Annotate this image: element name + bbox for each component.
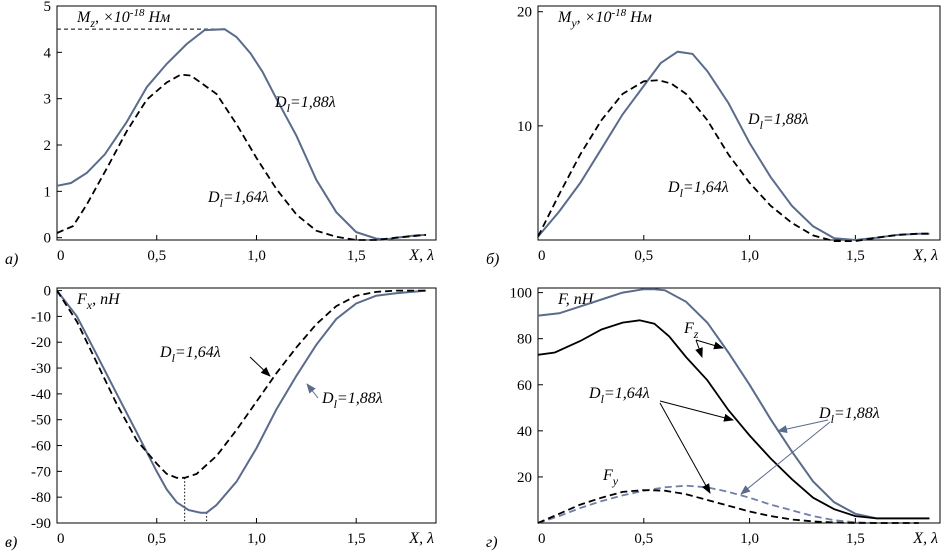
x-tick-label: 1,5 xyxy=(846,248,865,264)
annotation-arrow xyxy=(659,400,734,422)
y-tick-label: 20 xyxy=(517,470,532,486)
x-tick-label: 1,5 xyxy=(347,531,366,547)
annotation: Dl=1,64λ xyxy=(207,189,269,210)
panel-label: а) xyxy=(5,251,18,268)
series-line xyxy=(56,28,427,241)
panel-a: 0 0,5 1,0 1,5 0 1 2 3 4 5 X, λ а) Mz, ×10-18 Нм xyxy=(5,0,437,268)
x-tick-label: 0,5 xyxy=(634,248,653,264)
y-tick-label: 0 xyxy=(44,284,52,300)
plot-frame xyxy=(537,5,941,241)
y-axis-label: F, nH xyxy=(557,291,595,308)
y-tick-label: 4 xyxy=(44,45,52,61)
series-line xyxy=(537,484,919,524)
annotation: Dl=1,88λ xyxy=(321,390,383,411)
x-tick-label: 0,5 xyxy=(147,531,166,547)
y-tick-label: 10 xyxy=(517,119,532,135)
y-tick-label: -60 xyxy=(31,439,51,455)
annotation: Dl=1,88λ xyxy=(818,405,880,426)
x-tick-label: 1,5 xyxy=(846,531,865,547)
y-tick-label: 3 xyxy=(44,92,52,108)
x-tick-label: 1,0 xyxy=(247,531,266,547)
annotation-arrow xyxy=(695,339,703,358)
y-tick-label: 60 xyxy=(517,378,532,394)
x-axis-label: X, λ xyxy=(912,247,938,264)
y-tick-label: 100 xyxy=(510,286,533,302)
x-tick-label: 0 xyxy=(538,531,546,547)
x-tick-label: 1,5 xyxy=(347,248,366,264)
annotation: Dl=1,64λ xyxy=(159,344,221,365)
panel-label: в) xyxy=(5,534,17,551)
annotation: Dl=1,64λ xyxy=(588,385,650,406)
y-tick-label: -20 xyxy=(31,335,51,351)
y-tick-label: -40 xyxy=(31,387,51,403)
y-tick-label: -10 xyxy=(31,309,51,325)
x-tick-label: 1,0 xyxy=(740,531,759,547)
plot-frame xyxy=(56,5,437,241)
x-tick-label: 0,5 xyxy=(147,248,166,264)
annotation-arrow xyxy=(249,356,271,377)
y-tick-label: -80 xyxy=(31,490,51,506)
annotation: Dl=1,64λ xyxy=(667,179,729,200)
y-tick-label: 5 xyxy=(44,0,52,15)
x-tick-label: 0 xyxy=(57,248,65,264)
panel-d: 0 0,5 1,0 1,5 20 40 60 80 100 X, λ г) F, nH xyxy=(486,286,941,551)
x-axis-label: X, λ xyxy=(408,530,434,547)
panel-label: б) xyxy=(486,251,499,268)
y-tick-label: 40 xyxy=(517,424,532,440)
y-tick-label: -90 xyxy=(31,516,51,532)
x-tick-label: 0 xyxy=(57,531,65,547)
annotation: Dl=1,88λ xyxy=(274,94,336,115)
x-tick-label: 1,0 xyxy=(247,248,266,264)
y-tick-label: 0 xyxy=(44,231,52,247)
x-axis-label: X, λ xyxy=(912,530,938,547)
series-line xyxy=(56,289,427,514)
annotation-arrow xyxy=(306,383,319,399)
series-line xyxy=(537,50,930,242)
series-line xyxy=(537,319,930,520)
y-tick-label: 1 xyxy=(44,184,52,200)
y-tick-label: -50 xyxy=(31,413,51,429)
annotation: Fy xyxy=(602,467,619,488)
series-line xyxy=(537,288,930,520)
x-axis-label: X, λ xyxy=(408,247,434,264)
panel-label: г) xyxy=(486,534,498,551)
panel-b: 0 0,5 1,0 1,5 10 20 X, λ б) My, ×10-18 Нм xyxy=(486,5,941,268)
panel-c: 0 0,5 1,0 1,5 0 -10 -20 -30 -40 -50 -60 -70 -80 -90 X,… xyxy=(5,284,437,551)
y-axis-label: My, ×10-18 Нм xyxy=(557,7,652,30)
x-tick-label: 0,5 xyxy=(634,531,653,547)
annotation-arrow xyxy=(695,339,724,350)
y-tick-label: 80 xyxy=(517,332,532,348)
annotation: Fz xyxy=(683,320,699,341)
series-line xyxy=(537,79,930,243)
plot-frame xyxy=(537,287,941,524)
x-tick-label: 0 xyxy=(538,248,546,264)
y-tick-label: -70 xyxy=(31,464,51,480)
series-line xyxy=(56,73,427,241)
plot-frame xyxy=(56,287,437,524)
y-tick-label: -30 xyxy=(31,361,51,377)
annotation-arrow xyxy=(777,419,829,433)
annotation-arrow xyxy=(740,421,831,495)
x-tick-label: 1,0 xyxy=(740,248,759,264)
annotation: Dl=1,88λ xyxy=(747,111,809,132)
series-line xyxy=(537,489,919,524)
y-axis-label: Mz, ×10-18 Нм xyxy=(76,7,170,30)
y-tick-label: 2 xyxy=(44,138,52,154)
annotation-arrow xyxy=(659,402,711,494)
y-tick-label: 20 xyxy=(517,5,532,21)
y-axis-label: Fx, nH xyxy=(76,291,121,312)
